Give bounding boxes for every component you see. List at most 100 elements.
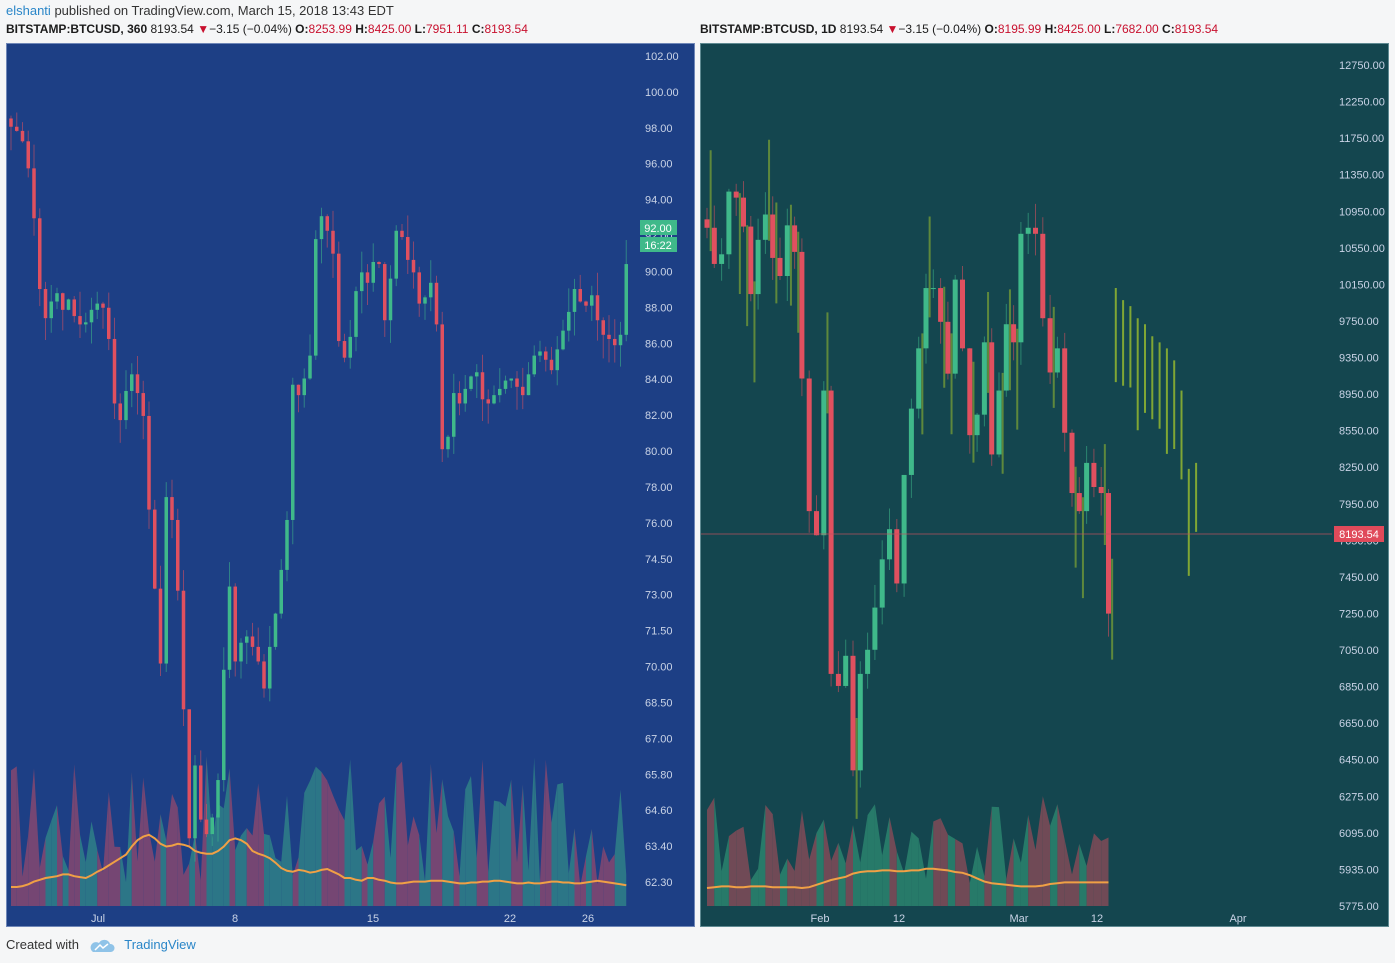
candle-body	[1003, 324, 1009, 391]
volume-segment	[488, 800, 494, 906]
candle-body	[210, 817, 214, 835]
y-tick-label: 5935.00	[1339, 864, 1379, 876]
candle-body	[130, 374, 134, 391]
volume-segment	[1057, 804, 1065, 906]
volume-segment	[51, 805, 57, 906]
x-tick-label: 26	[582, 913, 594, 925]
candle-body	[974, 414, 980, 436]
last-value-text: 92.00	[644, 223, 672, 235]
volume-segment	[918, 838, 926, 906]
volume-segment	[189, 833, 195, 906]
candle-body	[43, 289, 48, 319]
volume-segment	[448, 816, 454, 906]
left-symbol[interactable]: BITSTAMP:BTCUSD, 360	[6, 22, 148, 36]
volume-segment	[91, 821, 98, 906]
candle	[250, 622, 255, 656]
candle-body	[354, 291, 358, 337]
candle	[967, 347, 973, 454]
volume-segment	[327, 780, 333, 906]
candle	[285, 511, 289, 582]
candle	[613, 319, 617, 363]
volume-segment	[166, 793, 172, 906]
candle	[55, 287, 59, 310]
candle	[222, 647, 226, 792]
y-tick-label: 73.00	[645, 590, 673, 602]
tradingview-link[interactable]: TradingView	[124, 937, 196, 952]
candle	[43, 281, 48, 340]
left-l-value: 7951.11	[425, 22, 469, 36]
candle	[601, 317, 605, 359]
footer: Created with TradingView	[6, 937, 196, 953]
volume-segment	[361, 846, 368, 906]
volume-segment	[707, 797, 715, 906]
volume-segment	[551, 784, 558, 906]
candle	[193, 755, 197, 862]
volume-segment	[402, 761, 408, 906]
candle-body	[613, 338, 617, 346]
candle-body	[55, 293, 59, 302]
candle-body	[887, 529, 892, 560]
volume-segment	[1101, 837, 1109, 906]
volume-segment	[563, 782, 569, 906]
volume-ma-line	[11, 833, 627, 888]
candle	[1076, 477, 1082, 514]
volume-segment	[344, 759, 351, 906]
candle-body	[319, 216, 324, 240]
y-tick-label: 9750.00	[1339, 316, 1379, 328]
candle-body	[61, 293, 65, 310]
candle	[952, 274, 958, 379]
candle	[996, 372, 1002, 458]
candle-body	[561, 330, 565, 350]
left-chart-pane[interactable]: 102.00 100.00 98.00 96.00 94.00 92.00 90.00 88.…	[6, 43, 695, 927]
right-chart-svg[interactable]: 12750.00 12250.00 11750.00 11350.00 10950.00…	[701, 44, 1390, 928]
candle	[843, 639, 849, 688]
candle-body	[66, 299, 71, 310]
candle-body	[850, 655, 856, 771]
candle	[72, 296, 76, 323]
y-tick-label: 6850.00	[1339, 682, 1379, 694]
volume-segment	[772, 814, 780, 906]
created-with-text: Created with	[6, 937, 79, 952]
candle-body	[245, 636, 249, 643]
right-symbol[interactable]: BITSTAMP:BTCUSD, 1D	[700, 22, 837, 36]
volume-segment	[22, 834, 29, 906]
right-chart-pane[interactable]: 12750.00 12250.00 11750.00 11350.00 10950.00…	[700, 43, 1389, 927]
candle	[923, 273, 929, 364]
author-link[interactable]: elshanti	[6, 3, 51, 18]
candle-body	[726, 191, 732, 255]
y-tick-label: 76.00	[645, 518, 673, 530]
candle-body	[9, 118, 13, 127]
candle	[394, 225, 398, 287]
volume-segment	[126, 772, 132, 906]
volume-segment	[281, 795, 287, 906]
candle-body	[572, 289, 577, 312]
left-chart-svg[interactable]: 102.00 100.00 98.00 96.00 94.00 92.00 90.00 88.…	[7, 44, 696, 928]
y-tick-label: 82.00	[645, 410, 673, 422]
candle-body	[423, 297, 427, 304]
candle	[981, 336, 987, 427]
volume-segment	[545, 759, 552, 906]
candle-body	[762, 214, 768, 240]
volume-segment	[620, 789, 627, 906]
volume-segment	[1013, 838, 1021, 906]
candle	[354, 286, 358, 352]
candle-body	[578, 289, 582, 302]
candle	[337, 241, 341, 347]
candle	[245, 630, 249, 664]
candle	[590, 285, 594, 322]
y-tick-label: 70.00	[645, 662, 673, 674]
candle-body	[475, 372, 479, 377]
candle	[348, 319, 352, 369]
candle	[158, 565, 163, 677]
volume-segment	[28, 768, 34, 906]
volume-segment	[315, 766, 322, 906]
candle	[835, 651, 841, 693]
candle-body	[930, 288, 936, 290]
candle	[872, 584, 878, 660]
candle	[748, 215, 754, 302]
volume-segment	[522, 784, 529, 906]
candle	[887, 508, 892, 570]
volume-segment	[882, 817, 890, 906]
candle-body	[26, 141, 30, 169]
candle-body	[417, 272, 421, 304]
